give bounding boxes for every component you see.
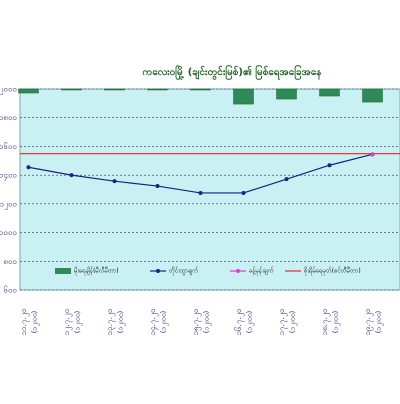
chart-title: ကလေးဝမြို့ (ချင်းတွင်းမြစ်)၏ မြစ်ရေအခြေအ…	[143, 64, 322, 81]
marker	[198, 190, 203, 195]
y-tick-label: ၁၆၀၀	[0, 141, 17, 151]
x-tick-time: (၁၂း၀၀)	[375, 310, 384, 333]
x-tick-time: (၁၂း၀၀)	[289, 310, 298, 333]
rain-bar	[362, 88, 383, 103]
x-tick-label: ၁၅.၇.၂၀	[191, 308, 202, 335]
x-tick-label: ၁၄.၇.၂၀	[148, 308, 159, 335]
y-tick-label: ၂၀၀၀	[0, 85, 17, 96]
x-tick-label: ၁၈.၇.၂၀	[320, 308, 331, 335]
y-tick-label: ၁၈၀၀	[0, 113, 17, 122]
y-tick-label: ၆၀၀	[4, 285, 18, 295]
rain-bar	[147, 88, 168, 91]
marker	[69, 173, 74, 178]
legend-marker	[236, 269, 240, 273]
legend-marker	[156, 269, 160, 273]
x-tick-time: (၁၂း၀၀)	[160, 310, 169, 333]
marker	[327, 163, 332, 168]
plot-area	[19, 88, 400, 291]
x-tick-label: ၁၃.၇.၂၀	[105, 308, 116, 335]
x-tick-time: (၁၂း၀၀)	[31, 310, 40, 333]
x-tick-label: ၁၂.၇.၂၀	[62, 309, 73, 335]
rain-bar	[190, 88, 211, 91]
x-tick-time: (၁၂း၀၀)	[74, 310, 83, 333]
x-tick-label: ၁၇.၇.၂၀	[277, 308, 288, 335]
legend-label: မိုးရေချိန်(မီလီမီတာ)	[74, 267, 119, 276]
rain-bar	[319, 88, 340, 97]
marker	[284, 177, 289, 182]
marker	[155, 184, 160, 189]
y-tick-label: ၁၄၀၀	[0, 171, 17, 182]
legend-label: တိုင်းထွာချက်	[169, 267, 198, 276]
y-tick-label: ၈၀၀	[3, 257, 17, 266]
y-tick-label: ၁၀၀၀	[0, 228, 17, 237]
y-tick-label: ၁၂၀၀	[0, 199, 17, 210]
rain-bar	[276, 88, 297, 100]
marker	[26, 165, 31, 170]
x-tick-label: ၁၆.၇.၂၀	[233, 308, 245, 335]
legend-swatch	[55, 268, 71, 274]
x-tick-time: (၁၂း၀၀)	[117, 310, 126, 333]
rain-bar	[233, 88, 254, 105]
x-tick-time: (၁၂း၀၀)	[203, 310, 212, 333]
x-tick-label: ၁၁.၇.၂၀	[19, 308, 30, 335]
marker	[370, 152, 375, 157]
legend-label: စိုးရိမ်ရေမှတ်(စင်တီမီတာ)	[304, 267, 361, 276]
x-tick-time: (၁၂း၀၀)	[332, 310, 341, 333]
rain-bar	[18, 88, 39, 94]
legend-label: ခန့်မှန်းချက်	[248, 267, 274, 276]
rain-bar	[104, 88, 125, 91]
rain-bar	[61, 88, 82, 91]
x-tick-time: (၁၂း၀၀)	[246, 310, 255, 333]
marker	[241, 190, 246, 195]
x-tick-label: ၁၉.၇.၂၀	[363, 308, 374, 335]
marker	[112, 179, 117, 184]
